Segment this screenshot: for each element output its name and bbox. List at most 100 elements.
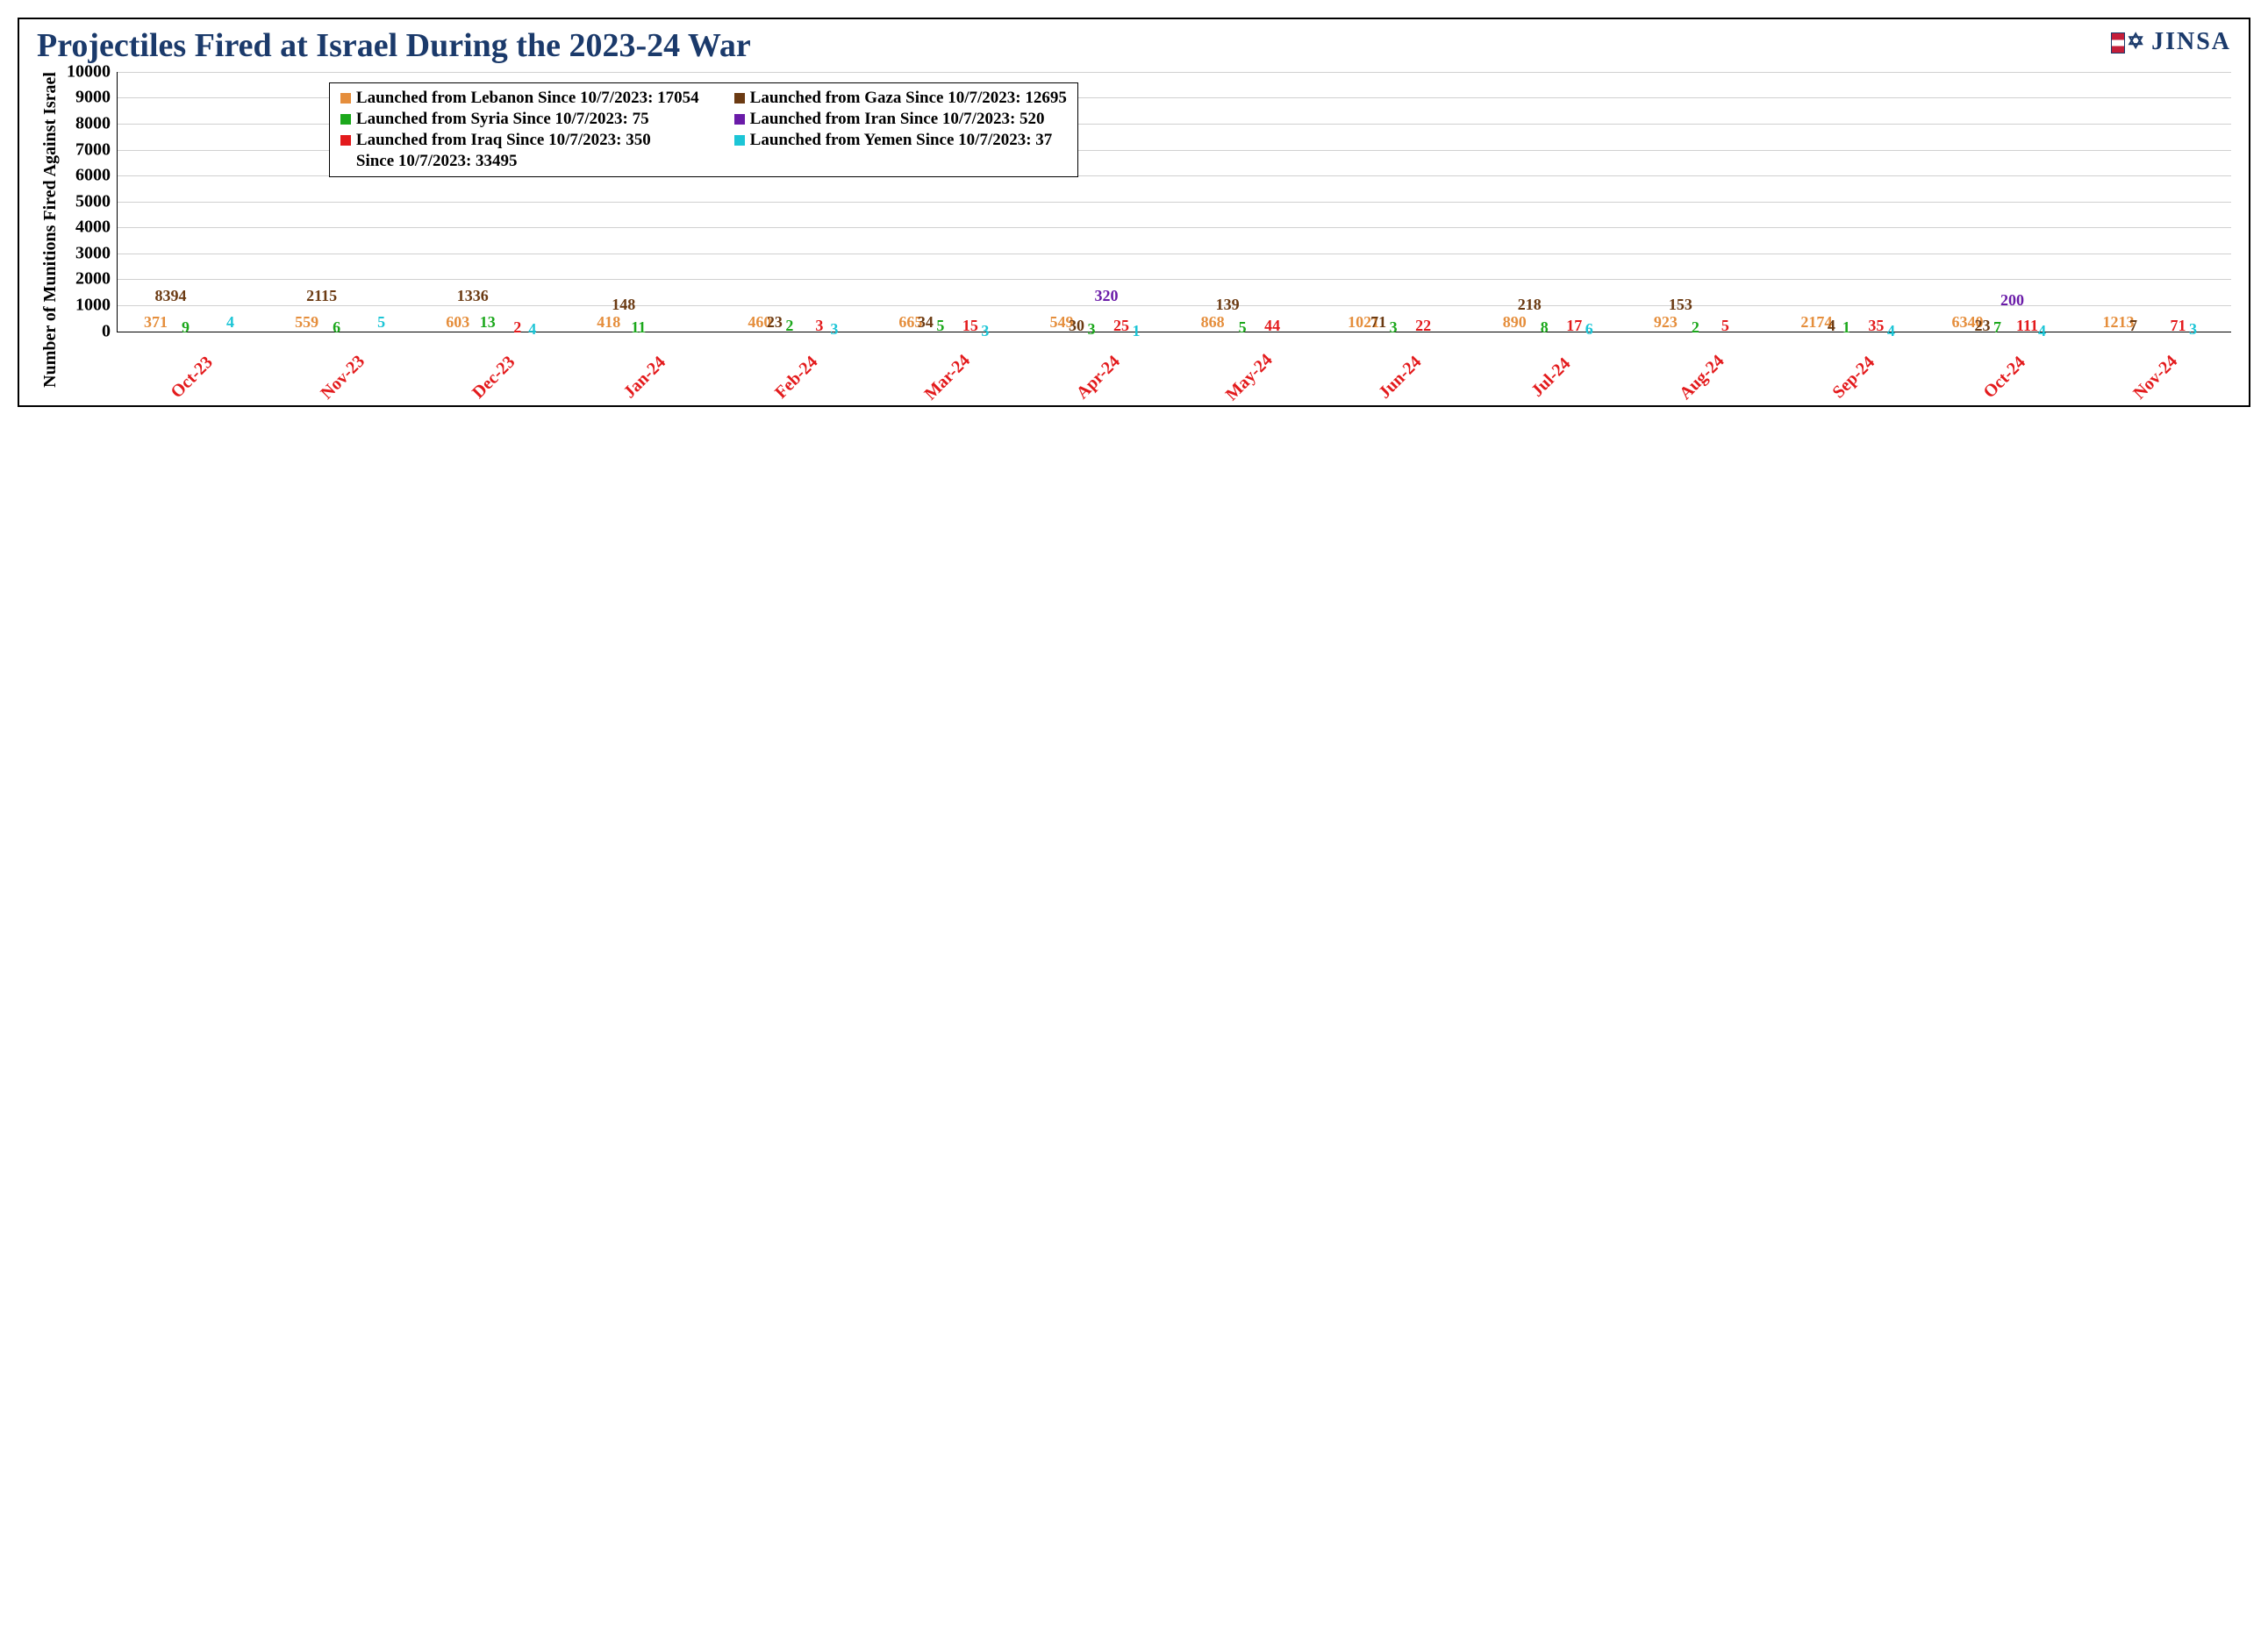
bar-value-label: 559 xyxy=(295,314,318,332)
bar-value-label: 5 xyxy=(936,318,944,335)
bar-value-label: 218 xyxy=(1518,296,1542,314)
legend-item: Launched from Syria Since 10/7/2023: 75 xyxy=(340,110,699,129)
legend: Launched from Lebanon Since 10/7/2023: 1… xyxy=(329,82,1078,177)
x-tick-label: May-24 xyxy=(1189,317,1310,438)
x-tick-label: Sep-24 xyxy=(1793,317,1914,438)
legend-swatch xyxy=(340,114,351,125)
bar-value-label: 7 xyxy=(2129,318,2137,335)
chart-header: Projectiles Fired at Israel During the 2… xyxy=(37,28,2231,65)
plot-wrapper: Number of Munitions Fired Against Israel… xyxy=(37,72,2231,388)
legend-label: Launched from Gaza Since 10/7/2023: 1269… xyxy=(750,89,1067,108)
bar-value-label: 34 xyxy=(918,314,934,332)
y-tick-label: 3000 xyxy=(75,243,118,263)
logo-icon xyxy=(2111,29,2146,55)
legend-item: Launched from Gaza Since 10/7/2023: 1269… xyxy=(734,89,1067,108)
x-tick-label: Oct-23 xyxy=(132,317,253,438)
y-tick-label: 9000 xyxy=(75,88,118,108)
logo-text: JINSA xyxy=(2151,28,2231,56)
bar-value-label: 3 xyxy=(1390,319,1398,337)
legend-swatch xyxy=(340,93,351,104)
bar-value-label: 7 xyxy=(1993,319,2001,337)
bar-value-label: 2 xyxy=(1692,319,1699,337)
x-tick-label: Feb-24 xyxy=(736,317,857,438)
y-tick-label: 0 xyxy=(102,321,118,341)
legend-label: Launched from Syria Since 10/7/2023: 75 xyxy=(356,110,649,129)
legend-item: Launched from Iran Since 10/7/2023: 520 xyxy=(734,110,1067,129)
y-tick-label: 10000 xyxy=(67,61,118,82)
bar-value-label: 868 xyxy=(1201,314,1225,332)
month-group: 63402372001114 xyxy=(1929,72,2080,332)
y-axis-label: Number of Munitions Fired Against Israel xyxy=(37,72,64,388)
plot-area: 0100020003000400050006000700080009000100… xyxy=(117,72,2231,332)
bar-value-label: 139 xyxy=(1216,296,1240,314)
x-tick-label: Jul-24 xyxy=(1491,317,1612,438)
month-group: 371839494 xyxy=(118,72,268,332)
bar-value-label: 22 xyxy=(1415,318,1431,335)
bar-value-label: 23 xyxy=(1974,318,1990,335)
bar-value-label: 30 xyxy=(1069,318,1084,335)
bar-value-label: 2 xyxy=(513,319,521,337)
bar-value-label: 1 xyxy=(1842,319,1850,337)
y-tick-label: 5000 xyxy=(75,191,118,211)
x-tick-label: Mar-24 xyxy=(887,317,1008,438)
bar-value-label: 5 xyxy=(1239,319,1247,337)
y-tick-label: 6000 xyxy=(75,166,118,186)
plot-column: 0100020003000400050006000700080009000100… xyxy=(64,72,2231,388)
legend-swatch xyxy=(734,93,745,104)
x-tick-label: Jun-24 xyxy=(1340,317,1461,438)
bar-value-label: 148 xyxy=(612,296,635,314)
chart-container: Projectiles Fired at Israel During the 2… xyxy=(18,18,2250,407)
x-tick-label: Apr-24 xyxy=(1038,317,1159,438)
month-group: 92315325 xyxy=(1628,72,1778,332)
bar-value-label: 371 xyxy=(144,314,168,332)
legend-label: Launched from Iraq Since 10/7/2023: 350 xyxy=(356,131,651,150)
legend-label: Launched from Iran Since 10/7/2023: 520 xyxy=(750,110,1045,129)
bar-value-label: 153 xyxy=(1669,296,1692,314)
bar-value-label: 4 xyxy=(1828,318,1835,335)
y-tick-label: 7000 xyxy=(75,139,118,160)
month-group: 8902188176 xyxy=(1477,72,1628,332)
y-tick-label: 8000 xyxy=(75,113,118,133)
x-tick-label: Dec-23 xyxy=(433,317,554,438)
bar-value-label: 23 xyxy=(767,314,783,332)
x-tick-label: Nov-24 xyxy=(2095,317,2216,438)
legend-label: Launched from Lebanon Since 10/7/2023: 1… xyxy=(356,89,699,108)
bar-value-label: 8394 xyxy=(155,288,187,305)
month-group: 868139544 xyxy=(1175,72,1326,332)
bar-value-label: 17 xyxy=(1566,318,1582,335)
legend-swatch xyxy=(734,114,745,125)
month-group: 217441354 xyxy=(1778,72,1929,332)
bar-value-label: 1336 xyxy=(457,288,489,305)
bar-value-label: 6 xyxy=(333,319,340,337)
bar-value-label: 2115 xyxy=(306,288,337,305)
legend-total-label: Since 10/7/2023: 33495 xyxy=(356,152,518,171)
bar-value-label: 71 xyxy=(2171,318,2186,335)
legend-label: Launched from Yemen Since 10/7/2023: 37 xyxy=(750,131,1053,150)
bar-value-label: 603 xyxy=(446,314,469,332)
month-group: 12137713 xyxy=(2080,72,2231,332)
x-axis: Oct-23Nov-23Dec-23Jan-24Feb-24Mar-24Apr-… xyxy=(117,368,2231,388)
month-group: 102171322 xyxy=(1326,72,1477,332)
bar-value-label: 320 xyxy=(1095,288,1119,305)
bar-value-label: 5 xyxy=(1721,318,1729,335)
bar-value-label: 200 xyxy=(2000,292,2024,310)
legend-swatch xyxy=(340,135,351,146)
bar-value-label: 15 xyxy=(962,318,978,335)
legend-item: Launched from Yemen Since 10/7/2023: 37 xyxy=(734,131,1067,150)
legend-total: Since 10/7/2023: 33495 xyxy=(340,152,1067,171)
legend-swatch xyxy=(734,135,745,146)
chart-title: Projectiles Fired at Israel During the 2… xyxy=(37,28,2111,65)
x-tick-label: Aug-24 xyxy=(1642,317,1763,438)
bar-value-label: 890 xyxy=(1503,314,1527,332)
bar-value-label: 44 xyxy=(1264,318,1280,335)
bar-value-label: 2 xyxy=(785,318,793,335)
bar-value-label: 25 xyxy=(1113,318,1129,335)
bar-value-label: 3 xyxy=(815,318,823,335)
legend-item: Launched from Lebanon Since 10/7/2023: 1… xyxy=(340,89,699,108)
bar-value-label: 71 xyxy=(1370,314,1386,332)
bar-value-label: 13 xyxy=(480,314,496,332)
y-tick-label: 4000 xyxy=(75,218,118,238)
legend-item: Launched from Iraq Since 10/7/2023: 350 xyxy=(340,131,699,150)
bar-value-label: 923 xyxy=(1654,314,1678,332)
bar-value-label: 9 xyxy=(182,319,190,337)
